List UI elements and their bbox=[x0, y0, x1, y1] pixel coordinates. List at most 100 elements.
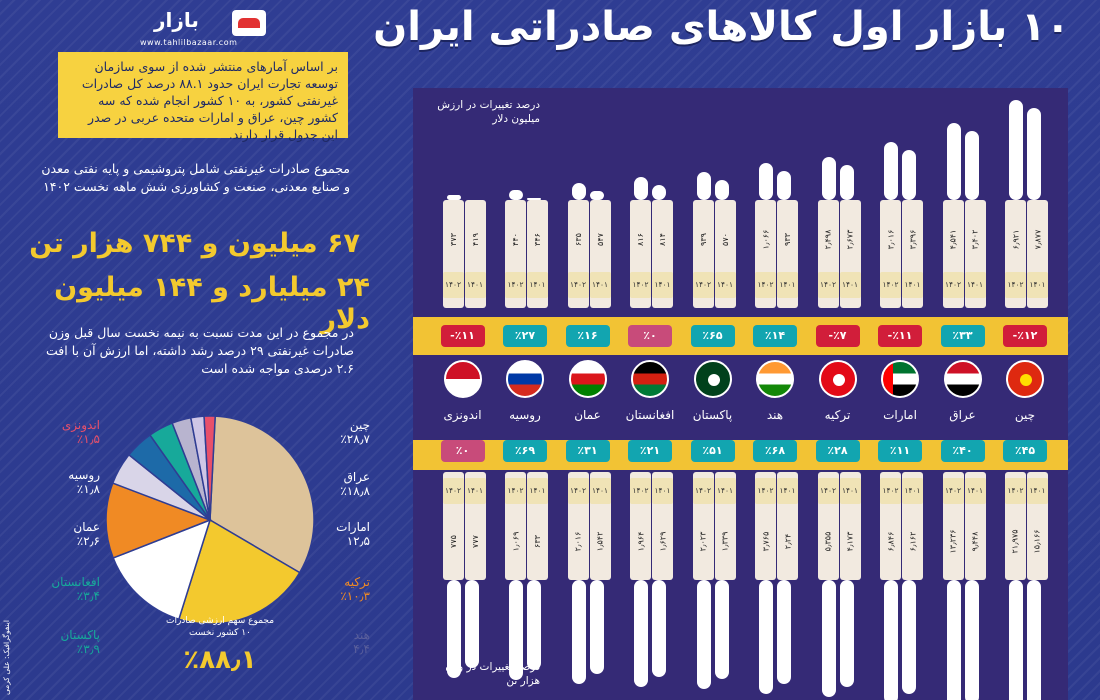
year-1402: ۱۴۰۲ bbox=[630, 478, 651, 504]
value-1402: ۹۳۹ bbox=[693, 210, 714, 268]
flag-band-icon bbox=[883, 362, 893, 396]
year-1402: ۱۴۰۲ bbox=[505, 272, 526, 298]
pie-label-name: چین bbox=[349, 418, 370, 432]
weight-change-chip: ٪۱۱ bbox=[878, 440, 922, 462]
value-bar bbox=[634, 176, 648, 200]
logo-url: www.tahlilbazaar.com bbox=[140, 38, 238, 47]
weight-change-chip: ٪۴۵ bbox=[1003, 440, 1047, 462]
logo: بازار www.tahlilbazaar.com bbox=[140, 8, 290, 52]
year-1401: ۱۴۰۱ bbox=[839, 478, 861, 504]
weight-change-chip: ٪۲۱ bbox=[628, 440, 672, 462]
pie-label-name: پاکستان bbox=[60, 628, 100, 642]
value-1401: ۷٫۸۷۷ bbox=[1027, 210, 1048, 268]
weight-1401-text: ۱٫۶۲۹ bbox=[657, 531, 667, 551]
pie-label: اندونزی ٪۱٫۵ bbox=[40, 418, 100, 446]
year-1402: ۱۴۰۲ bbox=[817, 478, 839, 504]
flag-icon bbox=[943, 360, 982, 398]
value-1401: ۵۷۰ bbox=[715, 210, 736, 268]
weight-change-chip: ٪۲۸ bbox=[815, 440, 860, 462]
value-1402: ۸۱۶ bbox=[630, 210, 651, 268]
country-name: عراق bbox=[949, 408, 976, 422]
year-1402: ۱۴۰۲ bbox=[505, 478, 526, 504]
pie-label: عراق ٪۱۸٫۸ bbox=[310, 470, 370, 498]
value-1402: ۴٫۵۴۱ bbox=[943, 210, 964, 268]
value-change-chip: ٪۷- bbox=[815, 325, 860, 347]
value-1401: ۳٫۴۰۲ bbox=[965, 210, 986, 268]
pie-label-name: ترکیه bbox=[344, 575, 370, 589]
pie-label-value: ٪۱٫۸ bbox=[76, 482, 100, 496]
pie-label-name: اندونزی bbox=[61, 418, 100, 432]
value-bar bbox=[1009, 100, 1023, 200]
flag-icon bbox=[1006, 360, 1044, 398]
weight-1401-text: ۲٫۲۴ bbox=[783, 533, 792, 549]
value-bar bbox=[821, 157, 836, 200]
year-1401: ۱۴۰۱ bbox=[652, 272, 673, 298]
pie-label: پاکستان ٪۳٫۹ bbox=[40, 628, 100, 656]
country-name: عمان bbox=[574, 408, 601, 422]
pie-label: چین ٪۲۸٫۷ bbox=[310, 418, 370, 446]
weight-bar bbox=[902, 580, 916, 694]
weight-1401: ۴٫۱۷۳ bbox=[840, 512, 861, 570]
weight-1401-text: ۱٫۳۳۹ bbox=[720, 531, 730, 551]
value-1402: ۳٫۰۱۶ bbox=[880, 210, 901, 268]
pie-slice bbox=[209, 415, 315, 574]
year-1401: ۱۴۰۱ bbox=[527, 272, 548, 298]
year-1402: ۱۴۰۲ bbox=[692, 272, 714, 298]
weight-bar bbox=[964, 580, 979, 700]
weight-bar bbox=[464, 580, 479, 668]
pie-svg bbox=[105, 415, 315, 625]
year-1402: ۱۴۰۲ bbox=[630, 272, 651, 298]
weight-1402: ۱۳٫۲۳۶ bbox=[943, 512, 964, 570]
pie-slice bbox=[203, 415, 216, 521]
value-1402-text: ۸۱۶ bbox=[635, 232, 645, 246]
value-1401: ۵۴۷ bbox=[590, 210, 611, 268]
weight-band-label-2: هزار تن bbox=[506, 675, 540, 687]
year-1401: ۱۴۰۱ bbox=[902, 272, 923, 298]
country-name: چین bbox=[1014, 408, 1036, 422]
value-1402-text: ۹۳۹ bbox=[698, 232, 708, 246]
value-bar bbox=[652, 184, 666, 200]
weight-bar bbox=[589, 580, 604, 674]
pie-label-name: امارات bbox=[336, 520, 370, 534]
year-1401: ۱۴۰۱ bbox=[464, 478, 486, 504]
pie-label: ترکیه ٪۱۰٫۳ bbox=[310, 575, 370, 603]
summary-text: مجموع صادرات غیرنفتی شامل پتروشیمی و پای… bbox=[41, 161, 350, 194]
year-1402: ۱۴۰۲ bbox=[942, 272, 964, 298]
year-1402: ۱۴۰۲ bbox=[567, 272, 589, 298]
value-1401-text: ۳٫۳۹۶ bbox=[907, 229, 917, 249]
logo-name: بازار bbox=[154, 8, 199, 32]
year-1401: ۱۴۰۱ bbox=[964, 272, 986, 298]
value-change-chip: ٪۲۷ bbox=[503, 325, 547, 347]
value-bar bbox=[777, 171, 791, 200]
year-1402: ۱۴۰۲ bbox=[880, 272, 901, 298]
value-1401-text: ۸۱۴ bbox=[657, 232, 667, 246]
flag-icon bbox=[631, 360, 669, 398]
value-change-chip: ٪۱۶ bbox=[565, 325, 610, 347]
year-1401: ۱۴۰۱ bbox=[652, 478, 673, 504]
weight-1401-text: ۷۷۷ bbox=[470, 534, 480, 548]
value-bar bbox=[509, 190, 523, 200]
value-bar bbox=[946, 122, 961, 200]
year-1401: ۱۴۰۱ bbox=[714, 478, 736, 504]
pie-slice bbox=[112, 518, 212, 621]
pie-label-name: هند bbox=[353, 628, 370, 642]
pie-label: روسیه ٪۱٫۸ bbox=[40, 468, 100, 496]
page-title: ۱۰ بازار اول کالاهای صادراتی ایران bbox=[373, 4, 1070, 50]
year-1401: ۱۴۰۱ bbox=[527, 478, 548, 504]
pie-label-value: ۴٫۴ bbox=[353, 642, 370, 656]
flag-icon bbox=[443, 360, 482, 398]
value-1401: ۳٫۳۹۶ bbox=[902, 210, 923, 268]
value-change-chip: ٪۳۳ bbox=[940, 325, 985, 347]
weight-1402: ۵٫۳۵۵ bbox=[818, 512, 839, 570]
value-bar bbox=[964, 130, 979, 200]
weight-1402-text: ۳٫۷۶۵ bbox=[760, 531, 770, 551]
country-name: اندونزی bbox=[443, 408, 482, 422]
value-bar bbox=[1027, 108, 1041, 200]
weight-1401: ۶٫۱۶۲ bbox=[902, 512, 923, 570]
pie-label-value: ٪۳٫۹ bbox=[76, 642, 100, 656]
weight-change-chip: ٪۴۰ bbox=[940, 440, 985, 462]
weight-1401-text: ۹٫۴۴۸ bbox=[970, 531, 980, 551]
value-bar bbox=[571, 182, 586, 200]
weight-1401: ۷۷۷ bbox=[465, 512, 486, 570]
